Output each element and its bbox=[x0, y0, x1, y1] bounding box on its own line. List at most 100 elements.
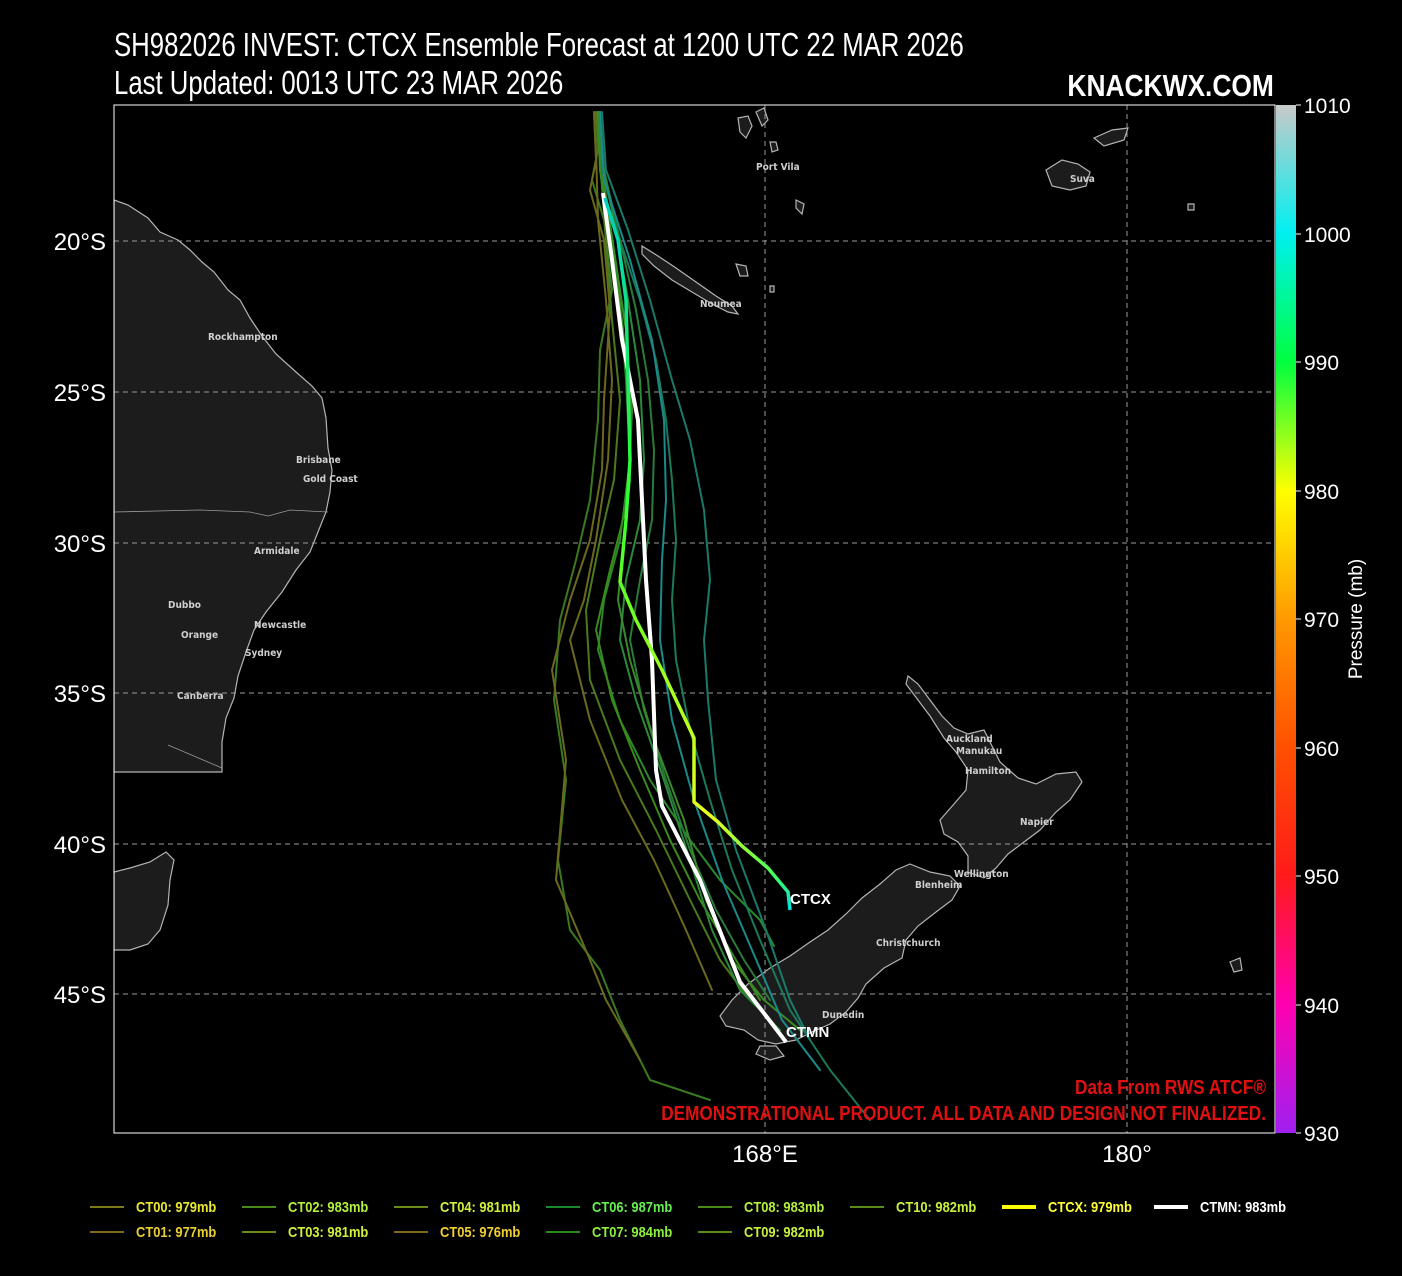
legend-label: CT01: 977mb bbox=[136, 1223, 217, 1241]
track-teal-extra bbox=[599, 111, 821, 1071]
legend-swatch bbox=[698, 1231, 732, 1233]
legend-label: CT04: 981mb bbox=[440, 1198, 521, 1216]
colorbar-tick-label: 1000 bbox=[1304, 224, 1351, 247]
place-label: Dubbo bbox=[168, 600, 201, 611]
legend-label: CT07: 984mb bbox=[592, 1223, 673, 1241]
legend-label: CT10: 982mb bbox=[896, 1198, 977, 1216]
legend-item-ctmn: CTMN: 983mb bbox=[1154, 1196, 1300, 1218]
legend-swatch bbox=[394, 1206, 428, 1208]
legend-label: CT09: 982mb bbox=[744, 1223, 825, 1241]
place-label: Gold Coast bbox=[303, 474, 358, 485]
track-ctcx bbox=[603, 197, 792, 911]
place-label: Wellington bbox=[954, 869, 1009, 880]
place-label: Canberra bbox=[177, 691, 224, 702]
track-ct06 bbox=[599, 111, 871, 1121]
ctcx-track-label: CTCX bbox=[790, 891, 831, 908]
legend-swatch bbox=[546, 1231, 580, 1233]
legend-item-ct03: CT03: 981mb bbox=[242, 1221, 381, 1243]
colorbar-label: Pressure (mb) bbox=[1346, 559, 1367, 679]
place-label: Noumea bbox=[700, 299, 742, 310]
nz-north-island bbox=[905, 674, 1083, 879]
place-label: Blenheim bbox=[915, 880, 962, 891]
legend-swatch bbox=[90, 1231, 124, 1233]
lon-tick-label: 180° bbox=[1102, 1141, 1152, 1168]
map-area: Port Vila Suva Noumea Rockhampton Brisba… bbox=[114, 105, 1275, 1133]
place-label: Orange bbox=[181, 630, 218, 641]
legend-item-ct08: CT08: 983mb bbox=[698, 1196, 837, 1218]
colorbar-tick-label: 970 bbox=[1304, 609, 1339, 632]
track-ctmn bbox=[601, 192, 788, 1044]
legend-swatch bbox=[394, 1231, 428, 1233]
track-ct01 bbox=[551, 111, 641, 1061]
colorbar-tick-label: 940 bbox=[1304, 995, 1339, 1018]
legend-swatch bbox=[1154, 1205, 1188, 1209]
colorbar-tick-label: 960 bbox=[1304, 738, 1339, 761]
legend-swatch bbox=[1002, 1205, 1036, 1209]
legend-label: CT05: 976mb bbox=[440, 1223, 521, 1241]
place-label: Dunedin bbox=[822, 1010, 864, 1021]
colorbar-tick-label: 930 bbox=[1304, 1123, 1339, 1146]
colorbar-ticks: 1010 1000 990 980 970 960 950 940 930 bbox=[1296, 95, 1351, 1146]
legend-item-ct02: CT02: 983mb bbox=[242, 1196, 381, 1218]
legend-label: CTMN: 983mb bbox=[1200, 1198, 1287, 1216]
place-label: Port Vila bbox=[756, 162, 800, 173]
place-label: Auckland bbox=[946, 734, 993, 745]
place-label: Napier bbox=[1020, 817, 1054, 828]
tasmania-landmass bbox=[114, 851, 175, 951]
place-label: Christchurch bbox=[876, 938, 941, 949]
track-legend: CT00: 979mb CT02: 983mb CT04: 981mb CT06: 9… bbox=[90, 1196, 1330, 1256]
legend-label: CT06: 987mb bbox=[592, 1198, 673, 1216]
track-ct05 bbox=[569, 111, 713, 991]
legend-swatch bbox=[90, 1206, 124, 1208]
colorbar-tick-label: 990 bbox=[1304, 352, 1339, 375]
legend-item-ct01: CT01: 977mb bbox=[90, 1221, 229, 1243]
map-subtitle: Last Updated: 0013 UTC 23 MAR 2026 bbox=[114, 64, 564, 101]
legend-swatch bbox=[546, 1206, 580, 1208]
track-ct03 bbox=[595, 111, 761, 1001]
colorbar-tick-label: 950 bbox=[1304, 866, 1339, 889]
legend-item-ct09: CT09: 982mb bbox=[698, 1221, 837, 1243]
legend-item-ct05: CT05: 976mb bbox=[394, 1221, 533, 1243]
fiji-islands bbox=[1045, 127, 1243, 973]
legend-label: CTCX: 979mb bbox=[1048, 1198, 1132, 1216]
legend-label: CT08: 983mb bbox=[744, 1198, 825, 1216]
track-ct07 bbox=[601, 111, 811, 1041]
legend-swatch bbox=[242, 1206, 276, 1208]
legend-label: CT03: 981mb bbox=[288, 1223, 369, 1241]
track-ct00 bbox=[553, 111, 711, 1101]
legend-label: CT02: 983mb bbox=[288, 1198, 369, 1216]
legend-item-ct00: CT00: 979mb bbox=[90, 1196, 229, 1218]
place-label: Suva bbox=[1070, 174, 1095, 185]
nsw-vic-border bbox=[167, 744, 223, 769]
stewart-island bbox=[755, 1045, 786, 1061]
lat-tick-label: 35°S bbox=[54, 681, 106, 708]
data-credit: Data From RWS ATCF® bbox=[1075, 1076, 1266, 1099]
track-ct08 bbox=[597, 111, 771, 1001]
lat-tick-label: 20°S bbox=[54, 229, 106, 256]
colorbar-tick-label: 1010 bbox=[1304, 95, 1351, 118]
lat-axis: 20°S 25°S 30°S 35°S 40°S 45°S bbox=[54, 229, 106, 1009]
place-label: Sydney bbox=[245, 648, 282, 659]
map-frame bbox=[113, 104, 1276, 1134]
new-caledonia-landmass bbox=[641, 244, 740, 315]
place-label: Newcastle bbox=[254, 620, 306, 631]
place-label: Manukau bbox=[956, 746, 1002, 757]
legend-item-ctcx: CTCX: 979mb bbox=[1002, 1196, 1146, 1218]
lat-tick-label: 30°S bbox=[54, 531, 106, 558]
legend-item-ct06: CT06: 987mb bbox=[546, 1196, 685, 1218]
legend-swatch bbox=[698, 1206, 732, 1208]
legend-item-ct04: CT04: 981mb bbox=[394, 1196, 533, 1218]
lon-tick-label: 168°E bbox=[732, 1141, 798, 1168]
vanuatu-islands bbox=[735, 107, 805, 293]
colorbar-tick-label: 980 bbox=[1304, 481, 1339, 504]
place-label: Armidale bbox=[254, 546, 300, 557]
place-label: Hamilton bbox=[965, 766, 1011, 777]
legend-item-ct10: CT10: 982mb bbox=[850, 1196, 989, 1218]
place-label: Rockhampton bbox=[208, 332, 278, 343]
qld-nsw-border bbox=[114, 509, 329, 517]
graticule bbox=[114, 105, 1275, 1133]
australia-landmass bbox=[114, 199, 333, 773]
legend-item-ct07: CT07: 984mb bbox=[546, 1221, 685, 1243]
pressure-colorbar bbox=[1276, 105, 1296, 1133]
